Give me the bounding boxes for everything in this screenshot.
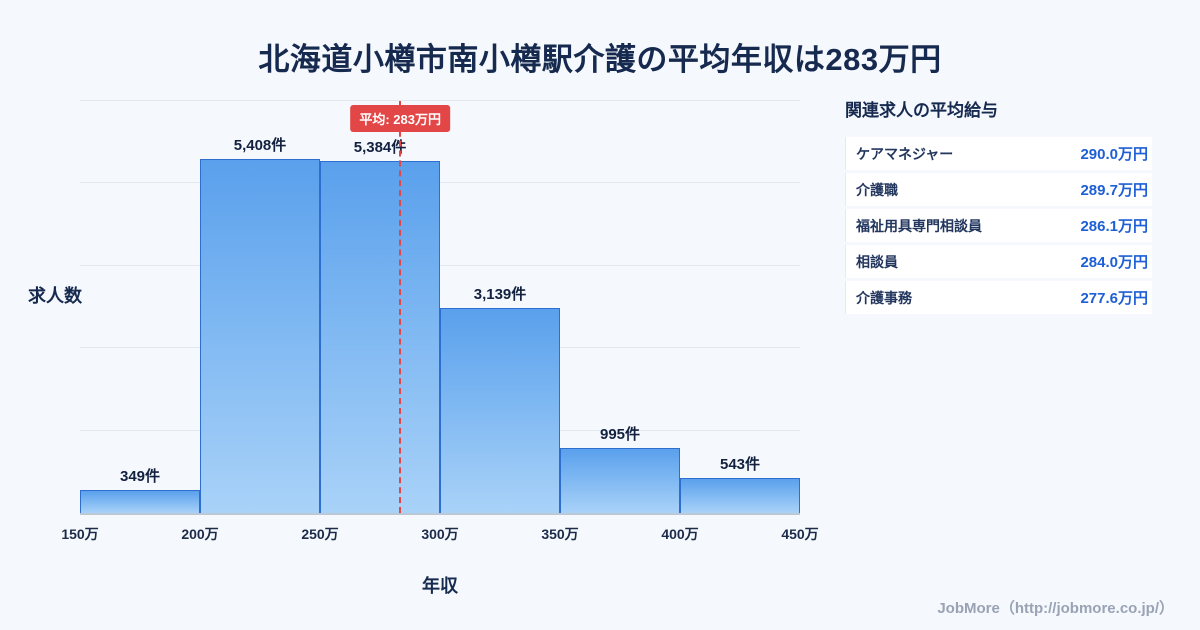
average-badge: 平均: 283万円 xyxy=(350,105,451,132)
histogram-bar: 543件 xyxy=(680,456,800,513)
related-job-row: 福祉用具専門相談員 286.1万円 xyxy=(845,209,1152,242)
job-average-salary: 286.1万円 xyxy=(1080,218,1148,235)
x-axis-label: 年収 xyxy=(422,576,458,596)
x-axis-ticks: 150万 200万 250万 300万 350万 400万 450万 xyxy=(61,524,818,544)
related-job-row: ケアマネジャー 290.0万円 xyxy=(845,137,1152,170)
histogram-bar: 3,139件 xyxy=(440,286,560,513)
x-tick-label: 350万 xyxy=(541,526,579,542)
job-name: 介護職 xyxy=(856,181,898,198)
histogram-bar: 995件 xyxy=(560,426,680,513)
bar-value-label: 5,408件 xyxy=(233,137,287,155)
histogram-bar: 349件 xyxy=(80,468,200,513)
related-job-row: 介護事務 277.6万円 xyxy=(845,281,1152,314)
page-title: 北海道小樽市南小樽駅介護の平均年収は283万円 xyxy=(258,42,942,77)
average-line: 平均: 283万円 xyxy=(350,101,451,513)
x-tick-label: 150万 xyxy=(61,526,99,542)
footer-credit: JobMore（http://jobmore.co.jp/） xyxy=(937,600,1174,617)
panel-heading: 関連求人の平均給与 xyxy=(845,101,998,120)
related-job-row: 介護職 289.7万円 xyxy=(845,173,1152,206)
job-average-salary: 277.6万円 xyxy=(1080,290,1148,307)
gridline xyxy=(80,264,800,266)
bar-value-label: 5,384件 xyxy=(353,138,407,156)
histogram-bar: 5,384件 xyxy=(320,139,440,513)
related-job-row: 相談員 284.0万円 xyxy=(845,245,1152,278)
job-average-salary: 289.7万円 xyxy=(1080,182,1148,199)
job-name: 福祉用具専門相談員 xyxy=(856,217,982,234)
bar-value-label: 3,139件 xyxy=(473,285,527,303)
job-average-salary: 284.0万円 xyxy=(1080,254,1148,271)
gridline xyxy=(80,182,800,184)
bar-value-label: 995件 xyxy=(599,425,641,443)
x-tick-label: 400万 xyxy=(661,526,699,542)
x-tick-label: 250万 xyxy=(301,526,339,542)
job-name: ケアマネジャー xyxy=(856,145,954,162)
job-name: 介護事務 xyxy=(856,289,912,306)
job-name: 相談員 xyxy=(856,253,898,270)
gridline xyxy=(80,100,800,101)
related-jobs-panel: 関連求人の平均給与 ケアマネジャー 290.0万円介護職 289.7万円福祉用具専門… xyxy=(845,96,1152,317)
salary-histogram: 平均: 283万円 349件 5,408件 5,384件 3,139件 995件 543件 xyxy=(80,100,800,515)
y-axis-label: 求人数 xyxy=(28,286,82,306)
histogram-bar: 5,408件 xyxy=(200,137,320,513)
x-tick-label: 300万 xyxy=(421,526,459,542)
bar-value-label: 543件 xyxy=(719,455,761,473)
job-average-salary: 290.0万円 xyxy=(1080,146,1148,163)
bar-value-label: 349件 xyxy=(119,468,161,486)
related-jobs-list: ケアマネジャー 290.0万円介護職 289.7万円福祉用具専門相談員 286.1万円… xyxy=(845,137,1152,314)
x-tick-label: 450万 xyxy=(781,526,819,542)
x-tick-label: 200万 xyxy=(181,526,219,542)
